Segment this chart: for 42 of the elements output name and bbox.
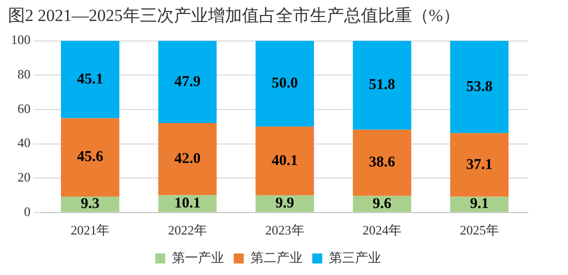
data-label: 42.0 xyxy=(174,150,201,167)
y-tick-label: 20 xyxy=(18,170,30,184)
x-tick-label: 2023年 xyxy=(265,222,304,238)
legend-label: 第三产业 xyxy=(328,250,381,266)
data-label: 45.6 xyxy=(77,149,104,166)
bar xyxy=(450,133,509,197)
x-tick-label: 2021年 xyxy=(70,222,110,238)
data-label: 53.8 xyxy=(466,78,492,95)
x-tick-label: 2025年 xyxy=(460,222,499,238)
x-tick-label: 2022年 xyxy=(168,222,207,238)
bar xyxy=(60,40,120,118)
data-label: 45.1 xyxy=(77,71,104,88)
data-label: 37.1 xyxy=(466,156,492,173)
y-tick-label: 60 xyxy=(18,100,30,116)
data-label: 9.1 xyxy=(470,196,489,212)
bar xyxy=(158,122,217,196)
data-label: 9.6 xyxy=(372,196,392,212)
y-tick-label: 0 xyxy=(24,204,30,219)
data-label: 47.9 xyxy=(174,74,201,90)
chart-title: 图2 2021—2025年三次产业增加值占全市生产总值比重（%） xyxy=(7,5,461,27)
data-label: 9.9 xyxy=(275,196,294,212)
data-label: 10.1 xyxy=(174,195,201,212)
legend-label: 第二产业 xyxy=(250,250,302,266)
bar xyxy=(256,126,314,196)
x-tick-label: 2024年 xyxy=(362,222,402,238)
data-label: 40.1 xyxy=(272,152,298,169)
data-label: 9.3 xyxy=(80,196,100,212)
y-tick-label: 40 xyxy=(18,135,30,150)
data-label: 51.8 xyxy=(368,77,396,94)
bar xyxy=(256,40,314,127)
bar xyxy=(158,40,217,123)
bar xyxy=(352,130,412,196)
data-label: 50.0 xyxy=(272,76,298,92)
bar xyxy=(352,40,412,130)
bar xyxy=(450,196,509,212)
bar xyxy=(60,118,120,196)
y-tick-label: 80 xyxy=(18,66,30,82)
bar xyxy=(60,196,120,212)
bar xyxy=(450,40,509,134)
legend-label: 第一产业 xyxy=(172,250,224,266)
y-tick-label: 100 xyxy=(11,32,30,48)
data-label: 38.6 xyxy=(368,154,396,171)
